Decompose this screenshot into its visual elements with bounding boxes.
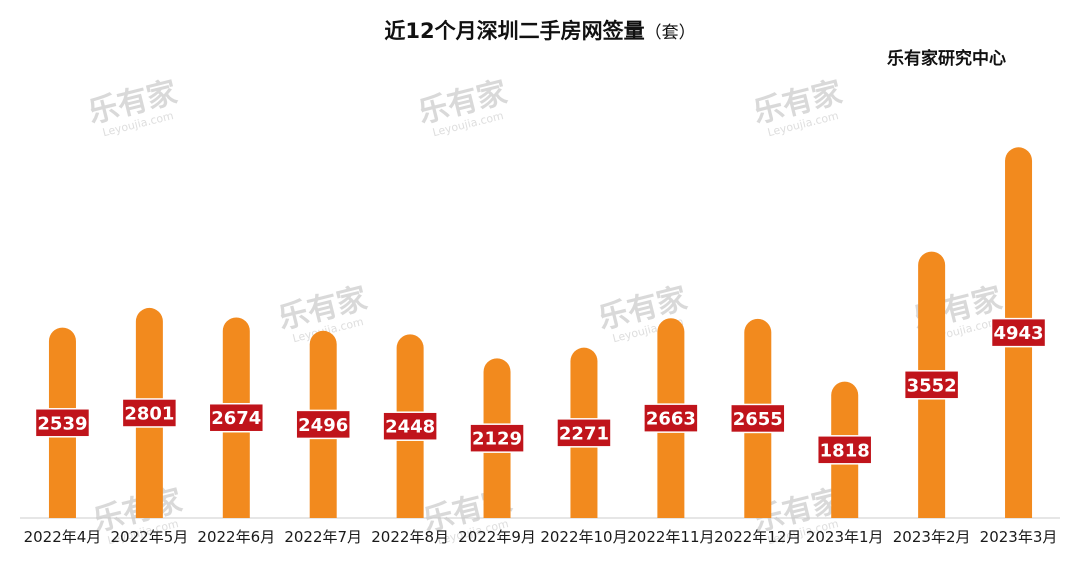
x-tick-label: 2023年2月: [893, 528, 971, 546]
data-label: 2129: [472, 429, 522, 450]
data-label: 2663: [646, 409, 696, 430]
x-tick-label: 2022年5月: [111, 528, 189, 546]
data-label-box: [643, 403, 699, 433]
data-label: 2448: [385, 417, 435, 438]
data-label-box: [556, 418, 612, 448]
chart-source: 乐有家研究中心: [887, 48, 1006, 69]
data-label: 2271: [559, 423, 609, 444]
chart-title-unit: （套）: [645, 23, 696, 43]
data-label: 2801: [124, 403, 174, 424]
data-label-box: [34, 408, 91, 438]
value-labels-layer: 2539 2801 2674 2496 2448 2129 2271 2663 2655 1818…: [34, 317, 1047, 465]
data-label-box: [382, 411, 438, 441]
data-label-box: [295, 409, 351, 440]
x-tick-label: 2022年8月: [371, 528, 449, 546]
x-tick-label: 2023年1月: [806, 528, 884, 546]
x-tick-label: 2022年9月: [458, 528, 536, 546]
bars-layer: [48, 147, 1033, 518]
x-tick-label: 2022年12月: [714, 528, 801, 546]
data-label: 2539: [37, 413, 87, 434]
x-tick-label: 2022年4月: [24, 528, 102, 546]
x-tick-label: 2022年11月: [627, 528, 714, 546]
data-label: 3552: [907, 375, 957, 396]
data-label-box: [990, 317, 1047, 348]
chart-title: 近12个月深圳二手房网签量（套）: [384, 19, 695, 43]
data-label: 2674: [211, 408, 261, 429]
x-tick-label: 2022年6月: [197, 528, 275, 546]
data-label-box: [730, 403, 786, 434]
data-label-box: [469, 423, 525, 453]
x-tick-label: 2022年7月: [284, 528, 362, 546]
x-tick-labels-layer: 2022年4月 2022年5月 2022年6月 2022年7月 2022年8月 2022年…: [24, 528, 1058, 546]
data-label: 4943: [993, 323, 1043, 344]
data-label-box: [903, 370, 960, 400]
chart-title-main: 近12个月深圳二手房网签量: [384, 19, 644, 43]
x-tick-label: 2022年10月: [540, 528, 627, 546]
data-label: 1818: [820, 440, 870, 461]
x-tick-label: 2023年3月: [980, 528, 1058, 546]
data-label-box: [208, 402, 265, 433]
data-label: 2496: [298, 415, 348, 436]
data-label-box: [816, 435, 873, 465]
data-label: 2655: [733, 409, 783, 430]
data-label-box: [121, 398, 178, 428]
